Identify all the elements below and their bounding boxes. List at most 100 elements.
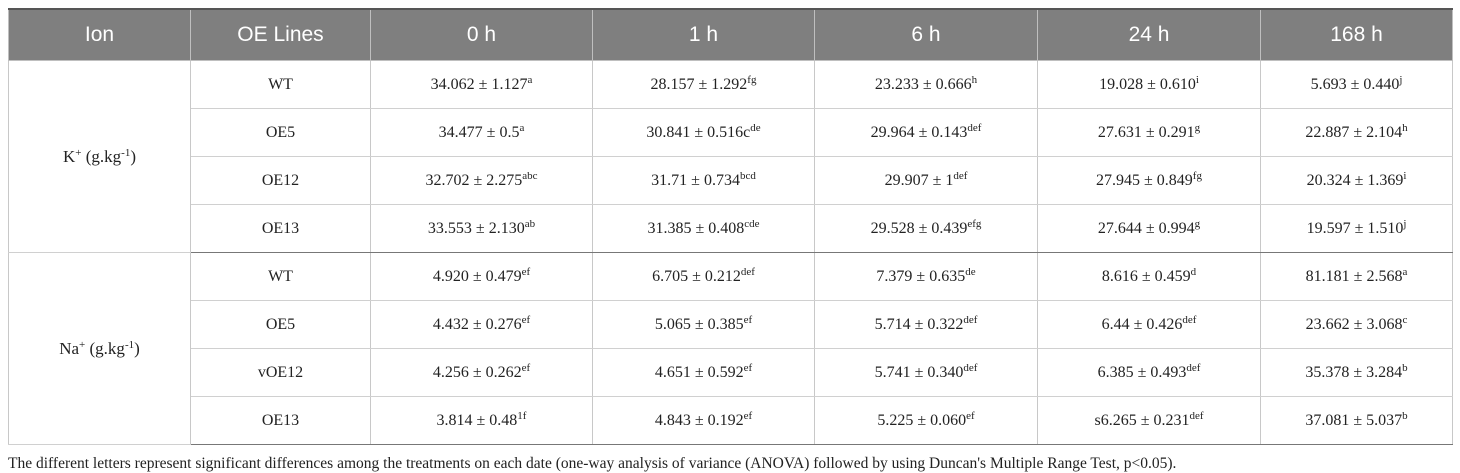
value-text: 4.843 ± 0.192 <box>654 411 744 429</box>
value-text: 27.644 ± 0.994 <box>1097 219 1195 237</box>
value-text: 4.920 ± 0.479 <box>432 267 522 285</box>
value-cell: 7.379 ± 0.635de <box>814 252 1038 301</box>
significance-letter: de <box>750 121 761 134</box>
significance-letter: i <box>1403 169 1407 182</box>
significance-letter: ef <box>521 361 531 374</box>
value-cell: 23.662 ± 3.068c <box>1260 300 1453 349</box>
significance-letter: ef <box>521 313 531 326</box>
significance-letter: cde <box>744 217 760 230</box>
value-cell: 81.181 ± 2.568a <box>1260 252 1453 301</box>
ion-superscript: + <box>79 338 86 351</box>
ion-text: ) <box>134 338 140 358</box>
value-cell: 20.324 ± 1.369i <box>1260 156 1453 205</box>
significance-letter: a <box>519 121 525 134</box>
value-cell: 4.651 ± 0.592ef <box>592 348 815 397</box>
value-cell: 6.705 ± 0.212def <box>592 252 815 301</box>
significance-letter: h <box>971 73 978 86</box>
value-text: 5.714 ± 0.322 <box>874 315 964 333</box>
significance-letter: g <box>1194 217 1201 230</box>
header-cell: OE Lines <box>190 8 371 61</box>
value-text: 31.71 ± 0.734 <box>651 171 740 189</box>
value-cell: 34.477 ± 0.5a <box>370 108 593 157</box>
value-cell: 27.631 ± 0.291g <box>1037 108 1261 157</box>
significance-letter: a <box>527 73 533 86</box>
line-cell: OE5 <box>190 108 371 157</box>
significance-letter: h <box>1402 121 1408 134</box>
data-row: OE13 33.553 ± 2.130ab 31.385 ± 0.408cde 29.… <box>9 204 1453 253</box>
significance-letter: j <box>1399 73 1403 86</box>
value-cell: 27.644 ± 0.994g <box>1037 204 1261 253</box>
value-cell: 6.44 ± 0.426def <box>1037 300 1261 349</box>
ion-cell: K+ (g.kg-1) <box>8 60 191 253</box>
ion-superscript: -1 <box>121 146 131 159</box>
data-row: OE5 34.477 ± 0.5a 30.841 ± 0.516cde 29.964 … <box>9 108 1453 157</box>
ion-text: Na <box>59 338 80 358</box>
value-cell: 35.378 ± 3.284b <box>1260 348 1453 397</box>
value-text: 28.157 ± 1.292 <box>650 75 748 93</box>
value-cell: 4.432 ± 0.276ef <box>370 300 593 349</box>
header-cell: Ion <box>8 8 191 61</box>
value-cell: s6.265 ± 0.231def <box>1037 396 1261 445</box>
value-cell: 27.945 ± 0.849fg <box>1037 156 1261 205</box>
header-cell: 1 h <box>592 8 815 61</box>
value-cell: 5.065 ± 0.385ef <box>592 300 815 349</box>
significance-letter: c <box>1402 313 1408 326</box>
value-text: 30.841 ± 0.516c <box>646 123 751 141</box>
value-text: 33.553 ± 2.130 <box>427 219 525 237</box>
value-text: 27.631 ± 0.291 <box>1097 123 1195 141</box>
table-body: K+ (g.kg-1) WT 34.062 ± 1.127a 28.157 ± 1.2… <box>8 60 1453 445</box>
significance-letter: d <box>1190 265 1197 278</box>
value-cell: 5.225 ± 0.060ef <box>814 396 1038 445</box>
significance-letter: ef <box>966 409 975 422</box>
value-text: 19.597 ± 1.510 <box>1306 219 1404 237</box>
significance-letter: a <box>1402 265 1408 278</box>
significance-letter: j <box>1403 217 1407 230</box>
value-text: 31.385 ± 0.408 <box>647 219 745 237</box>
value-cell: 29.964 ± 0.143def <box>814 108 1038 157</box>
data-row: Na+ (g.kg-1) WT 4.920 ± 0.479ef 6.705 ± 0.2… <box>8 252 1453 445</box>
value-text: 5.065 ± 0.385 <box>654 315 744 333</box>
value-text: 19.028 ± 0.610 <box>1099 75 1196 93</box>
value-cell: 31.71 ± 0.734bcd <box>592 156 815 205</box>
header-cell: 168 h <box>1260 8 1453 61</box>
line-cell: WT <box>190 60 371 109</box>
value-cell: 29.528 ± 0.439efg <box>814 204 1038 253</box>
value-cell: 32.702 ± 2.275abc <box>370 156 593 205</box>
significance-letter: de <box>965 265 976 278</box>
header-cell: 24 h <box>1037 8 1261 61</box>
significance-letter: def <box>1186 361 1201 374</box>
value-text: 29.907 ± 1 <box>884 171 954 189</box>
value-text: 8.616 ± 0.459 <box>1101 267 1191 285</box>
ion-text: K <box>62 146 76 166</box>
significance-letter: ef <box>521 265 531 278</box>
header-cell: 6 h <box>814 8 1038 61</box>
value-cell: 5.741 ± 0.340def <box>814 348 1038 397</box>
data-row: OE12 32.702 ± 2.275abc 31.71 ± 0.734bcd 29.… <box>9 156 1453 205</box>
ion-text: (g.kg <box>85 338 125 358</box>
significance-letter: g <box>1194 121 1201 134</box>
significance-letter: def <box>1182 313 1197 326</box>
significance-letter: bcd <box>739 169 756 182</box>
line-cell: OE12 <box>190 156 371 205</box>
value-cell: 33.553 ± 2.130ab <box>370 204 593 253</box>
value-cell: 4.256 ± 0.262ef <box>370 348 593 397</box>
significance-letter: ef <box>743 409 753 422</box>
ion-text: (g.kg <box>81 146 122 166</box>
significance-letter: def <box>963 361 978 374</box>
value-text: 6.385 ± 0.493 <box>1097 363 1187 381</box>
value-text: 4.432 ± 0.276 <box>432 315 522 333</box>
value-cell: 4.920 ± 0.479ef <box>370 252 593 301</box>
significance-letter: def <box>963 313 978 326</box>
data-row: vOE12 4.256 ± 0.262ef 4.651 ± 0.592ef 5.741… <box>9 348 1453 397</box>
line-cell: OE13 <box>190 396 371 445</box>
value-cell: 30.841 ± 0.516cde <box>592 108 815 157</box>
value-text: 29.964 ± 0.143 <box>870 123 968 141</box>
value-cell: 34.062 ± 1.127a <box>370 60 593 109</box>
significance-letter: b <box>1402 409 1408 422</box>
data-row: OE5 4.432 ± 0.276ef 5.065 ± 0.385ef 5.714 ±… <box>9 300 1453 349</box>
value-text: 20.324 ± 1.369 <box>1306 171 1404 189</box>
data-row: K+ (g.kg-1) WT 34.062 ± 1.127a 28.157 ± 1.2… <box>8 60 1453 253</box>
